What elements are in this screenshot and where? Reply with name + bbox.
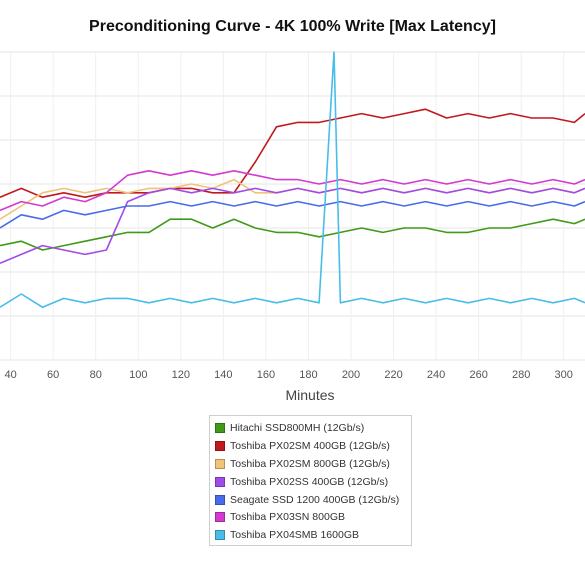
- x-tick-label: 160: [257, 369, 275, 381]
- legend-label: Seagate SSD 1200 400GB (12Gb/s): [230, 493, 400, 506]
- legend-swatch: [215, 476, 225, 487]
- legend-item: Toshiba PX03SN 800GB: [215, 508, 411, 526]
- x-axis-ticks: 40 60 80 100 120 140 160 180 200 220 240 260 280 300: [5, 369, 573, 381]
- x-tick-label: 300: [555, 369, 573, 381]
- legend-item: Hitachi SSD800MH (12Gb/s): [215, 419, 411, 437]
- x-tick-label: 260: [469, 369, 487, 381]
- series-line-4: [0, 187, 585, 264]
- x-axis-label: Minutes: [285, 387, 334, 403]
- legend-swatch: [215, 422, 225, 433]
- x-tick-label: 40: [5, 369, 17, 381]
- series-lines: [0, 51, 585, 309]
- x-tick-label: 240: [427, 369, 445, 381]
- legend-label: Toshiba PX02SS 400GB (12Gb/s): [230, 475, 389, 488]
- series-line-3: [0, 178, 585, 220]
- legend-swatch: [215, 494, 225, 505]
- chart-plot-area: 40 60 80 100 120 140 160 180 200 220 240 260 280 300 …: [0, 51, 585, 403]
- legend-item: Toshiba PX04SMB 1600GB: [215, 526, 411, 544]
- series-line-5: [0, 200, 585, 229]
- x-tick-label: 140: [214, 369, 232, 381]
- legend-label: Toshiba PX03SN 800GB: [230, 511, 345, 524]
- series-line-1: [0, 218, 585, 251]
- x-tick-label: 220: [384, 369, 402, 381]
- legend-swatch: [215, 530, 225, 541]
- x-tick-label: 80: [90, 369, 102, 381]
- legend-item: Seagate SSD 1200 400GB (12Gb/s): [215, 491, 411, 509]
- chart-legend: Hitachi SSD800MH (12Gb/s) Toshiba PX02SM …: [209, 415, 412, 546]
- x-tick-label: 100: [129, 369, 147, 381]
- legend-item: Toshiba PX02SM 400GB (12Gb/s): [215, 437, 411, 455]
- legend-swatch: [215, 458, 225, 469]
- series-line-7: [0, 51, 585, 309]
- legend-label: Toshiba PX02SM 800GB (12Gb/s): [230, 457, 390, 470]
- series-line-6: [0, 170, 585, 212]
- legend-swatch: [215, 512, 225, 523]
- gridlines: [0, 51, 585, 361]
- legend-label: Toshiba PX02SM 400GB (12Gb/s): [230, 439, 390, 452]
- legend-label: Hitachi SSD800MH (12Gb/s): [230, 421, 365, 434]
- series-line-2: [0, 108, 585, 198]
- x-tick-label: 180: [299, 369, 317, 381]
- chart-title: Preconditioning Curve - 4K 100% Write [M…: [89, 18, 496, 35]
- x-tick-label: 200: [342, 369, 360, 381]
- x-tick-label: 60: [47, 369, 59, 381]
- x-tick-label: 120: [172, 369, 190, 381]
- legend-item: Toshiba PX02SM 800GB (12Gb/s): [215, 455, 411, 473]
- legend-label: Toshiba PX04SMB 1600GB: [230, 529, 359, 542]
- x-tick-label: 280: [512, 369, 530, 381]
- legend-item: Toshiba PX02SS 400GB (12Gb/s): [215, 473, 411, 491]
- legend-swatch: [215, 440, 225, 451]
